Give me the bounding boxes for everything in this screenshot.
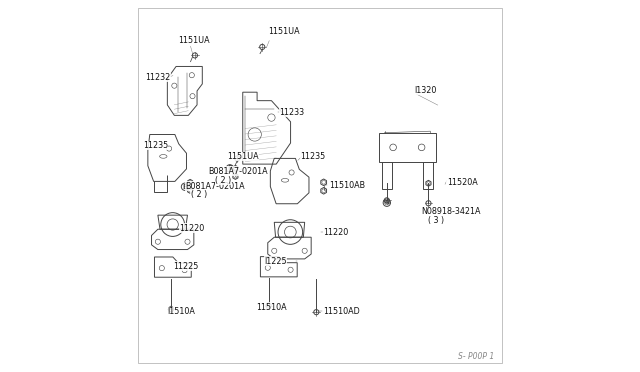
Text: S- P00P 1: S- P00P 1: [458, 352, 495, 361]
Text: 11232: 11232: [145, 73, 170, 82]
Text: 1151UA: 1151UA: [179, 36, 210, 45]
Text: B081A7-0201A: B081A7-0201A: [185, 182, 244, 190]
Text: 11510AD: 11510AD: [323, 307, 360, 315]
Text: N08918-3421A: N08918-3421A: [421, 207, 481, 216]
Text: 1151UA: 1151UA: [269, 27, 300, 36]
Text: I1225: I1225: [264, 257, 287, 266]
Text: ( 3 ): ( 3 ): [428, 216, 444, 225]
Text: I1510A: I1510A: [167, 307, 195, 316]
Text: B: B: [227, 165, 232, 171]
Text: 1151UA: 1151UA: [227, 152, 259, 161]
Text: 11220: 11220: [323, 228, 348, 237]
Text: N: N: [385, 200, 389, 205]
Text: 11225: 11225: [173, 262, 198, 271]
Text: 11510A: 11510A: [256, 303, 287, 312]
Text: B081A7-0201A: B081A7-0201A: [209, 167, 268, 176]
Text: 11233: 11233: [280, 108, 305, 117]
Text: 11520A: 11520A: [447, 178, 477, 187]
Text: ( 2 ): ( 2 ): [191, 190, 207, 199]
Text: 11235: 11235: [143, 141, 168, 150]
Text: B: B: [182, 184, 188, 190]
Text: 11510AB: 11510AB: [330, 181, 365, 190]
Text: I1320: I1320: [414, 86, 436, 95]
Text: ( 2 ): ( 2 ): [215, 176, 232, 185]
Text: 11235: 11235: [301, 152, 326, 161]
Text: 11220: 11220: [179, 224, 205, 233]
